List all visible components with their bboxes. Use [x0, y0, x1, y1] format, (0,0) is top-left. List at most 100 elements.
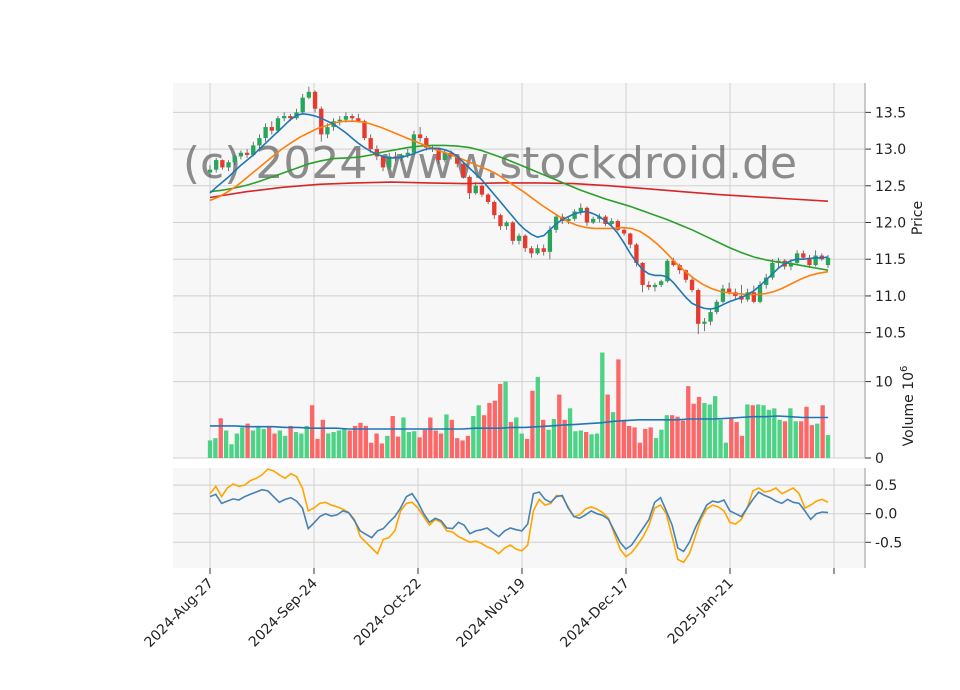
- candle-body: [411, 134, 417, 153]
- candle-body: [207, 169, 213, 173]
- price-tick-label: 12.5: [875, 179, 906, 195]
- candle-body: [708, 312, 713, 322]
- volume-bar: [815, 423, 820, 458]
- candle-body: [232, 156, 237, 163]
- volume-bar: [755, 404, 761, 458]
- volume-bar: [503, 381, 508, 458]
- volume-bar: [304, 425, 309, 458]
- oscillator-lines: [209, 468, 829, 564]
- volume-bar: [653, 438, 659, 458]
- volume-bar: [541, 419, 546, 458]
- volume-bar: [363, 425, 369, 458]
- candle-body: [634, 244, 639, 263]
- volume-bar: [379, 443, 385, 458]
- candle-body: [461, 163, 466, 177]
- volume-bar: [686, 386, 691, 458]
- oscillator-tick-label: -0.5: [875, 535, 902, 551]
- volume-bar: [643, 428, 648, 458]
- price-tick-label: 11.0: [875, 289, 906, 305]
- candle-body: [455, 156, 460, 164]
- candle-body: [523, 235, 528, 249]
- volume-bar: [293, 432, 299, 458]
- volume-bar: [229, 444, 234, 458]
- watermark: (c) 2024 www.stockdroid.de: [183, 138, 797, 189]
- candle-body: [813, 255, 818, 266]
- candle-body: [751, 292, 757, 302]
- ma-short-line: [209, 112, 829, 310]
- volume-bar: [723, 442, 729, 458]
- volume-bar: [401, 417, 406, 458]
- volume-bar: [218, 418, 223, 458]
- x-tick-label: 2025-Jan-21: [665, 576, 737, 648]
- volume-bar: [632, 427, 637, 458]
- price-tick-label: 12.0: [875, 216, 906, 232]
- volume-bar: [557, 394, 562, 458]
- volume-bar: [530, 390, 535, 458]
- volume-bar: [788, 408, 793, 458]
- candle-body: [597, 216, 602, 219]
- volume-bar: [745, 404, 750, 458]
- candle-body: [436, 149, 441, 161]
- volume-bar: [352, 425, 358, 458]
- volume-bar: [718, 419, 723, 458]
- candle-body: [362, 121, 367, 139]
- volume-bar: [680, 420, 686, 458]
- candle-body: [825, 257, 831, 266]
- candle-body: [281, 116, 287, 119]
- volume-bar: [412, 431, 417, 458]
- candle-body: [380, 156, 386, 168]
- volume-bar: [223, 430, 229, 458]
- x-tick-label: 2024-Nov-19: [454, 576, 529, 651]
- volume-bar: [825, 435, 831, 458]
- volume-bar: [772, 408, 777, 458]
- oscillator-tick-label: 0.0: [875, 507, 897, 523]
- volume-bar: [342, 428, 347, 458]
- candle-body: [547, 229, 553, 252]
- volume-bar: [567, 408, 573, 458]
- candle-body: [652, 284, 658, 288]
- volume-bar: [793, 421, 798, 458]
- candle-body: [658, 281, 664, 285]
- volume-panel-background: [173, 351, 865, 458]
- candle-body: [720, 288, 726, 302]
- candle-body: [504, 222, 509, 227]
- candle-body: [263, 127, 268, 139]
- volume-bar: [406, 432, 411, 458]
- candle-body: [368, 138, 373, 150]
- volume-bar: [240, 427, 245, 458]
- volume-bar: [331, 432, 336, 458]
- volume-bar: [524, 438, 530, 458]
- candle-body: [572, 211, 577, 219]
- volume-bar: [369, 442, 374, 458]
- candle-body: [683, 270, 689, 280]
- candle-body: [566, 218, 571, 222]
- candle-body: [226, 162, 231, 168]
- x-tick-label: 2024-Aug-27: [141, 576, 216, 651]
- volume-bar: [455, 438, 460, 458]
- ma-longest-line: [209, 181, 829, 202]
- grid-lines: [173, 83, 865, 568]
- volume-bar: [417, 437, 422, 458]
- volume-bar: [277, 430, 283, 458]
- volume-bar: [315, 438, 320, 458]
- volume-ma-line: [210, 415, 828, 430]
- volume-bar: [326, 433, 331, 458]
- volume-bar: [498, 383, 503, 458]
- price-tick-label: 13.5: [875, 105, 906, 121]
- candle-body: [640, 262, 645, 285]
- volume-bar: [207, 440, 213, 458]
- volume-bar: [460, 440, 465, 458]
- candle-body: [467, 176, 472, 194]
- volume-bar: [675, 416, 680, 458]
- candle-body: [745, 292, 750, 300]
- candle-body: [343, 116, 349, 120]
- candle-body: [757, 284, 763, 302]
- candle-body: [300, 97, 305, 113]
- volume-bar: [261, 428, 266, 458]
- price-panel-background: [173, 83, 865, 351]
- volume-bar: [782, 421, 788, 458]
- volume-bar: [669, 415, 675, 458]
- volume-bar: [804, 406, 809, 458]
- volume-tick-label: 10: [875, 375, 893, 391]
- candle-body: [584, 207, 590, 223]
